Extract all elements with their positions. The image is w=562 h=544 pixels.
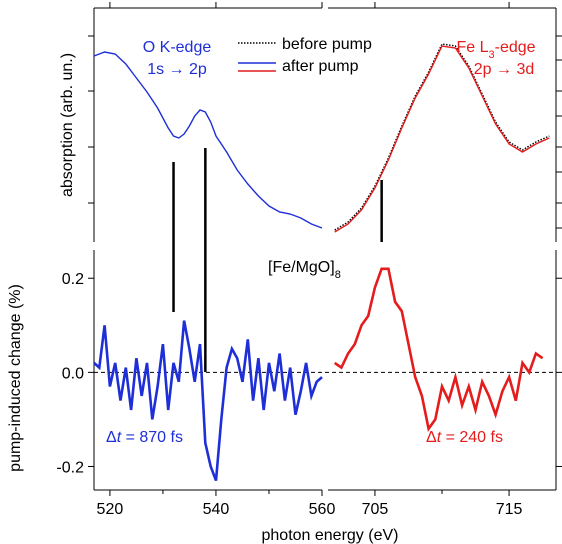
x-tick-label-o: 560	[309, 501, 336, 518]
legend-before-label: before pump	[282, 36, 372, 53]
series-fe-top-before	[334, 43, 550, 231]
legend: before pump after pump	[238, 36, 372, 75]
x-tick-label-fe: 705	[362, 501, 389, 518]
x-tick-label-fe: 715	[496, 501, 523, 518]
axis-ticks	[88, 2, 562, 496]
o-delay-label: Δt = 870 fs	[106, 429, 183, 446]
series-fe-top-after	[334, 45, 550, 233]
series-o-top-after	[93, 51, 323, 229]
o-delay-symbol: Δ	[106, 429, 117, 446]
legend-after-label: after pump	[282, 58, 359, 75]
sample-label: [Fe/MgO]8	[268, 259, 341, 281]
fe-l3edge-transition: 2p → 3d	[474, 61, 534, 78]
o-kedge-label: O K-edge	[143, 39, 212, 56]
data-traces	[93, 43, 550, 482]
o-delay-value: = 870 fs	[121, 429, 183, 446]
o-delay-t: t	[117, 429, 122, 446]
series-o-bottom-after	[93, 320, 323, 482]
fe-label-main: Fe L	[456, 39, 488, 56]
y-axis-title-bottom: pump-induced change (%)	[7, 284, 24, 472]
axes-frame	[93, 7, 557, 491]
x-axis-title: photon energy (eV)	[262, 527, 399, 544]
y-tick-label: 0.0	[62, 365, 84, 382]
fe-label-sub: 3	[488, 49, 494, 61]
tick-labels: 0.2 0.0 -0.2 520 540 560 705 715	[56, 271, 522, 518]
y-tick-label: 0.2	[62, 271, 84, 288]
fe-delay-label: Δt = 240 fs	[426, 429, 503, 446]
sample-label-main: [Fe/MgO]	[268, 259, 335, 276]
sample-label-sub: 8	[335, 269, 341, 281]
feature-markers	[172, 148, 383, 372]
fe-delay-t: t	[437, 429, 442, 446]
fe-delay-symbol: Δ	[426, 429, 437, 446]
fe-delay-value: = 240 fs	[441, 429, 503, 446]
x-tick-label-o: 540	[203, 501, 230, 518]
y-axis-title-top: absorption (arb. un.)	[59, 53, 76, 197]
x-tick-label-o: 520	[97, 501, 124, 518]
o-kedge-transition: 1s → 2p	[147, 61, 207, 78]
series-fe-bottom-after	[333, 267, 544, 432]
fe-label-tail: -edge	[495, 39, 536, 56]
y-tick-label: -0.2	[56, 459, 84, 476]
fe-l3edge-label: Fe L3-edge	[456, 39, 535, 61]
